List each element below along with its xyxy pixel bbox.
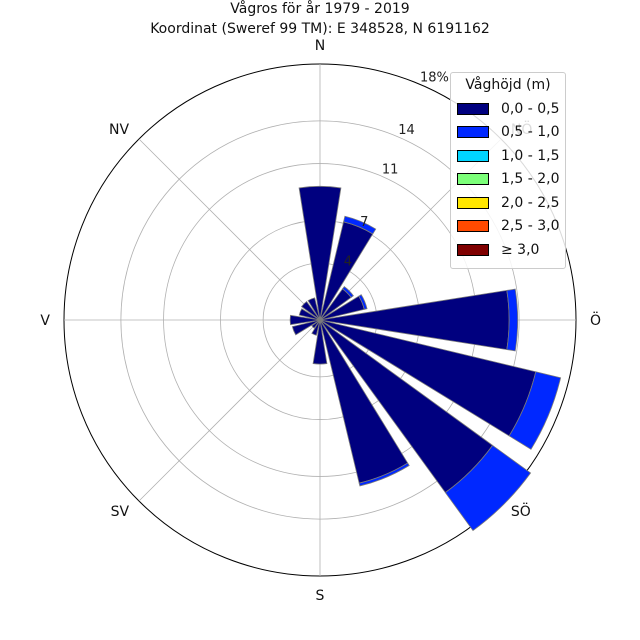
- legend-label: 0,5 - 1,0: [501, 124, 560, 141]
- legend-title: Våghöjd (m): [465, 77, 551, 93]
- bar-V-series-0: [289, 314, 321, 326]
- bar-SÖ-series-1: [444, 444, 532, 532]
- bar-S-series-0: [312, 319, 328, 365]
- legend-entry: 0,5 - 1,0: [457, 121, 559, 145]
- direction-label: N: [315, 38, 325, 54]
- legend-entry: ≥ 3,0: [457, 238, 559, 262]
- legend-swatch: [457, 102, 489, 115]
- chart-subtitle: Koordinat (Sweref 99 TM): E 348528, N 61…: [150, 21, 490, 37]
- radial-tick-label: 18%: [420, 70, 449, 85]
- grid-spoke: [138, 319, 321, 502]
- direction-label: V: [40, 313, 50, 329]
- radial-tick-label: 14: [398, 123, 415, 138]
- legend-swatch: [457, 196, 489, 209]
- legend-label: 1,0 - 1,5: [501, 147, 560, 164]
- legend-label: 2,5 - 3,0: [501, 218, 560, 235]
- legend-entries: 0,0 - 0,5 0,5 - 1,0 1,0 - 1,5 1,5 - 2,0 2,0 …: [457, 97, 559, 262]
- bar-VNV-series-0: [298, 308, 321, 321]
- legend-label: 1,5 - 2,0: [501, 171, 560, 188]
- bars: [289, 185, 562, 532]
- direction-label: NV: [109, 122, 129, 138]
- direction-label: S: [316, 588, 325, 604]
- bar-Ö-series-1: [506, 288, 519, 352]
- legend-swatch: [457, 173, 489, 186]
- bar-VSV-series-0: [291, 319, 321, 336]
- radial-tick-label: 11: [382, 162, 399, 177]
- bar-NNV-series-0: [307, 297, 321, 321]
- bar-NÖ-series-1: [342, 286, 354, 298]
- radial-ticks: 4 7 11 14 18%: [344, 70, 449, 269]
- bar-SV-series-0: [311, 319, 321, 329]
- radial-tick-label: 7: [360, 215, 368, 230]
- chart-title: Vågros för år 1979 - 2019: [230, 0, 409, 17]
- direction-label: Ö: [590, 311, 601, 329]
- bar-N-series-0: [298, 185, 342, 321]
- legend-swatch: [457, 149, 489, 162]
- bar-SSÖ-series-1: [358, 462, 410, 487]
- legend: Våghöjd (m) 0,0 - 0,5 0,5 - 1,0 1,0 - 1,5 1…: [450, 72, 566, 269]
- bar-NV-series-0: [301, 301, 321, 321]
- legend-entry: 1,0 - 1,5: [457, 144, 559, 168]
- legend-swatch: [457, 126, 489, 139]
- bar-ÖNÖ-series-1: [358, 294, 368, 310]
- direction-label: SV: [111, 504, 130, 520]
- legend-entry: 1,5 - 2,0: [457, 168, 559, 192]
- bar-NNÖ-series-1: [343, 215, 377, 235]
- bar-ÖSÖ-series-1: [508, 371, 562, 450]
- legend-entry: 0,0 - 0,5: [457, 97, 559, 121]
- legend-label: 2,0 - 2,5: [501, 194, 560, 211]
- legend-swatch: [457, 243, 489, 256]
- legend-label: ≥ 3,0: [501, 241, 540, 258]
- radial-tick-label: 4: [344, 254, 352, 269]
- legend-entry: 2,0 - 2,5: [457, 191, 559, 215]
- bar-SSV-series-0: [311, 319, 321, 336]
- grid-spoke: [138, 138, 321, 321]
- direction-label: SÖ: [511, 502, 531, 520]
- legend-swatch: [457, 220, 489, 233]
- legend-label: 0,0 - 0,5: [501, 100, 560, 117]
- legend-entry: 2,5 - 3,0: [457, 215, 559, 239]
